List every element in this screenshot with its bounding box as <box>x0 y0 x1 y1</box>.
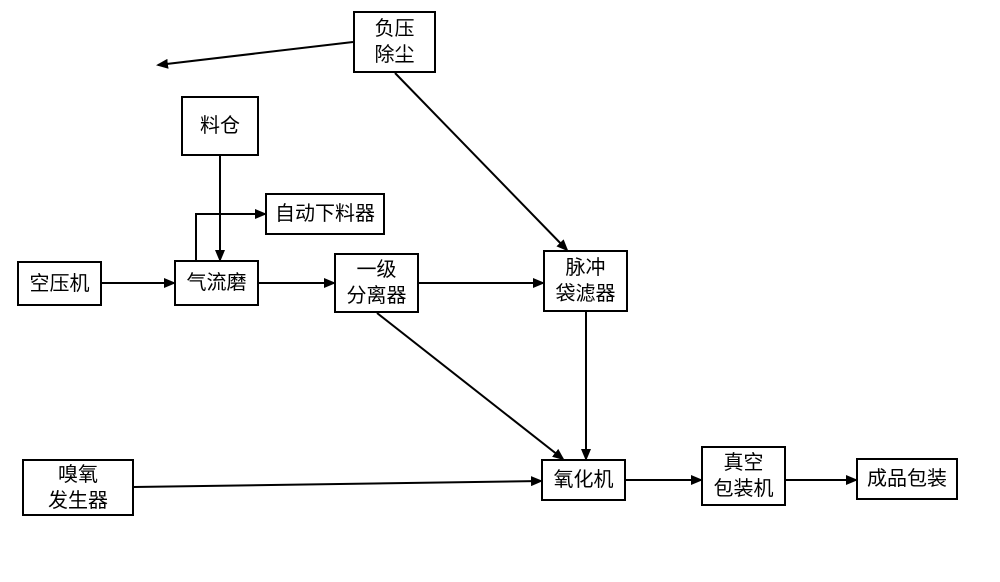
edges-layer <box>0 0 1000 582</box>
node-sep1: 一级 分离器 <box>334 253 419 313</box>
node-product: 成品包装 <box>856 458 958 500</box>
edge-e4 <box>196 214 265 260</box>
node-label: 自动下料器 <box>275 201 375 227</box>
edge-e1 <box>158 42 353 65</box>
node-oxidizer: 氧化机 <box>541 459 626 501</box>
node-label: 嗅氧 发生器 <box>48 462 108 514</box>
edge-e2 <box>395 73 567 250</box>
node-label: 脉冲 袋滤器 <box>556 255 616 307</box>
edge-e10 <box>134 481 541 487</box>
node-label: 一级 分离器 <box>347 257 407 309</box>
node-jetmill: 气流磨 <box>174 260 259 306</box>
node-feeder: 自动下料器 <box>265 193 385 235</box>
node-negpressure: 负压 除尘 <box>353 11 436 73</box>
node-label: 空压机 <box>30 271 90 297</box>
flowchart-canvas: 负压 除尘料仓自动下料器空压机 气流磨 一级 分离器 脉冲 袋滤器嗅氧 发生器 氧化机 真… <box>0 0 1000 582</box>
node-silo: 料仓 <box>181 96 259 156</box>
node-label: 料仓 <box>200 113 240 139</box>
node-label: 真空 包装机 <box>714 450 774 502</box>
edge-e8 <box>377 313 563 459</box>
node-label: 负压 除尘 <box>375 16 415 68</box>
node-compressor: 空压机 <box>17 261 102 306</box>
node-vacpack: 真空 包装机 <box>701 446 786 506</box>
node-label: 氧化机 <box>554 467 614 493</box>
node-label: 成品包装 <box>867 466 947 492</box>
node-label: 气流磨 <box>187 270 247 296</box>
node-ozone: 嗅氧 发生器 <box>22 459 134 516</box>
node-bagfilter: 脉冲 袋滤器 <box>543 250 628 312</box>
